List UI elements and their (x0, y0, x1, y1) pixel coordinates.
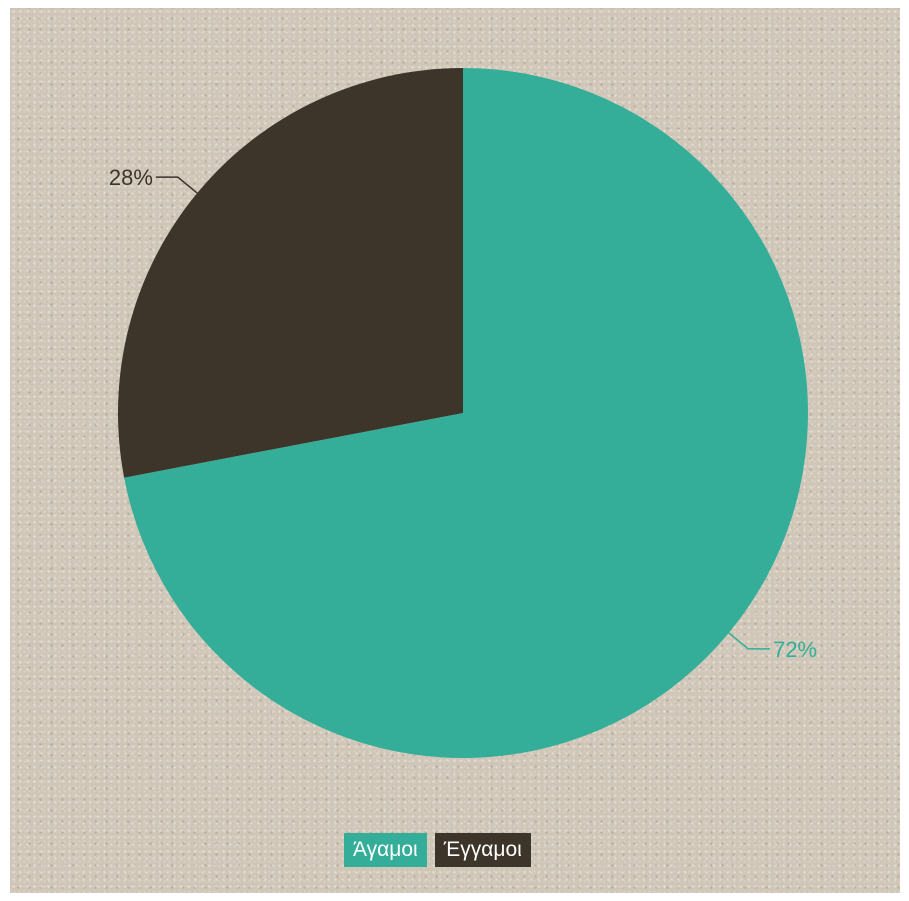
data-label-1: 72% (773, 637, 817, 662)
legend-item-agamoi[interactable]: Άγαμοι (344, 833, 427, 867)
leader-line-1 (722, 627, 771, 650)
pie-chart: 72% 28% (109, 68, 817, 758)
data-label-2: 28% (109, 165, 153, 190)
pie-slice-1[interactable] (124, 68, 808, 758)
pie-slice-2[interactable] (117, 68, 463, 478)
leader-line-2 (155, 176, 204, 199)
chart-frame: 72% 28% Άγαμοι Έγγαμοι (10, 8, 900, 893)
chart-legend: Άγαμοι Έγγαμοι (344, 833, 531, 867)
legend-item-eggamoi[interactable]: Έγγαμοι (434, 833, 531, 867)
